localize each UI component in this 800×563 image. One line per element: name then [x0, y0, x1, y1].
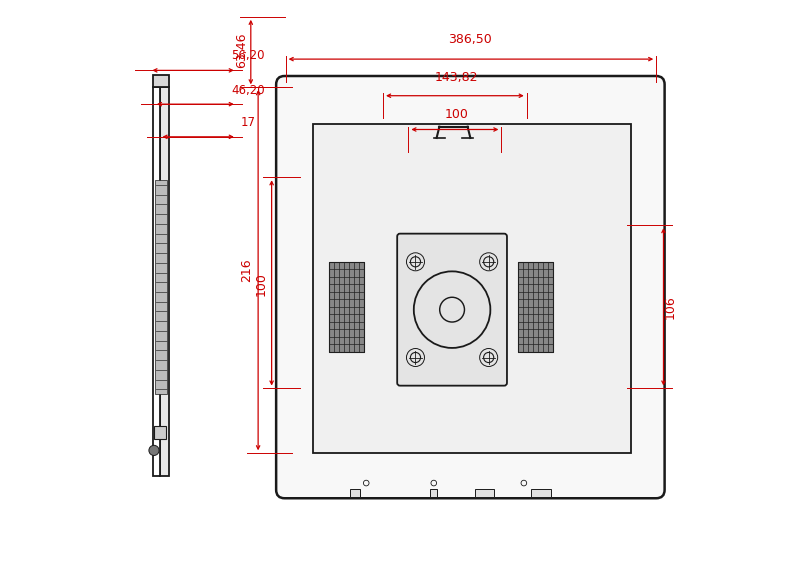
Text: 17: 17 — [241, 116, 255, 129]
Bar — [474, 489, 494, 497]
Text: 100: 100 — [255, 272, 268, 296]
Text: 106: 106 — [664, 295, 677, 319]
Bar — [531, 489, 550, 497]
Bar — [159, 87, 169, 476]
Bar — [313, 124, 631, 453]
Bar — [329, 262, 364, 352]
Text: 100: 100 — [444, 108, 468, 121]
Text: 143,82: 143,82 — [434, 71, 478, 84]
FancyBboxPatch shape — [276, 76, 665, 498]
Bar — [155, 180, 167, 394]
Bar — [518, 262, 553, 352]
Text: 386,50: 386,50 — [449, 33, 492, 46]
Text: 63,46: 63,46 — [234, 33, 248, 69]
Bar — [154, 75, 169, 87]
FancyBboxPatch shape — [397, 234, 507, 386]
Text: 216: 216 — [240, 258, 253, 282]
Text: 46,20: 46,20 — [231, 83, 265, 97]
Text: 56,20: 56,20 — [231, 48, 265, 62]
Circle shape — [149, 445, 159, 455]
Bar — [154, 87, 159, 476]
Bar — [350, 489, 360, 497]
Bar — [430, 489, 437, 497]
Bar — [154, 426, 166, 439]
